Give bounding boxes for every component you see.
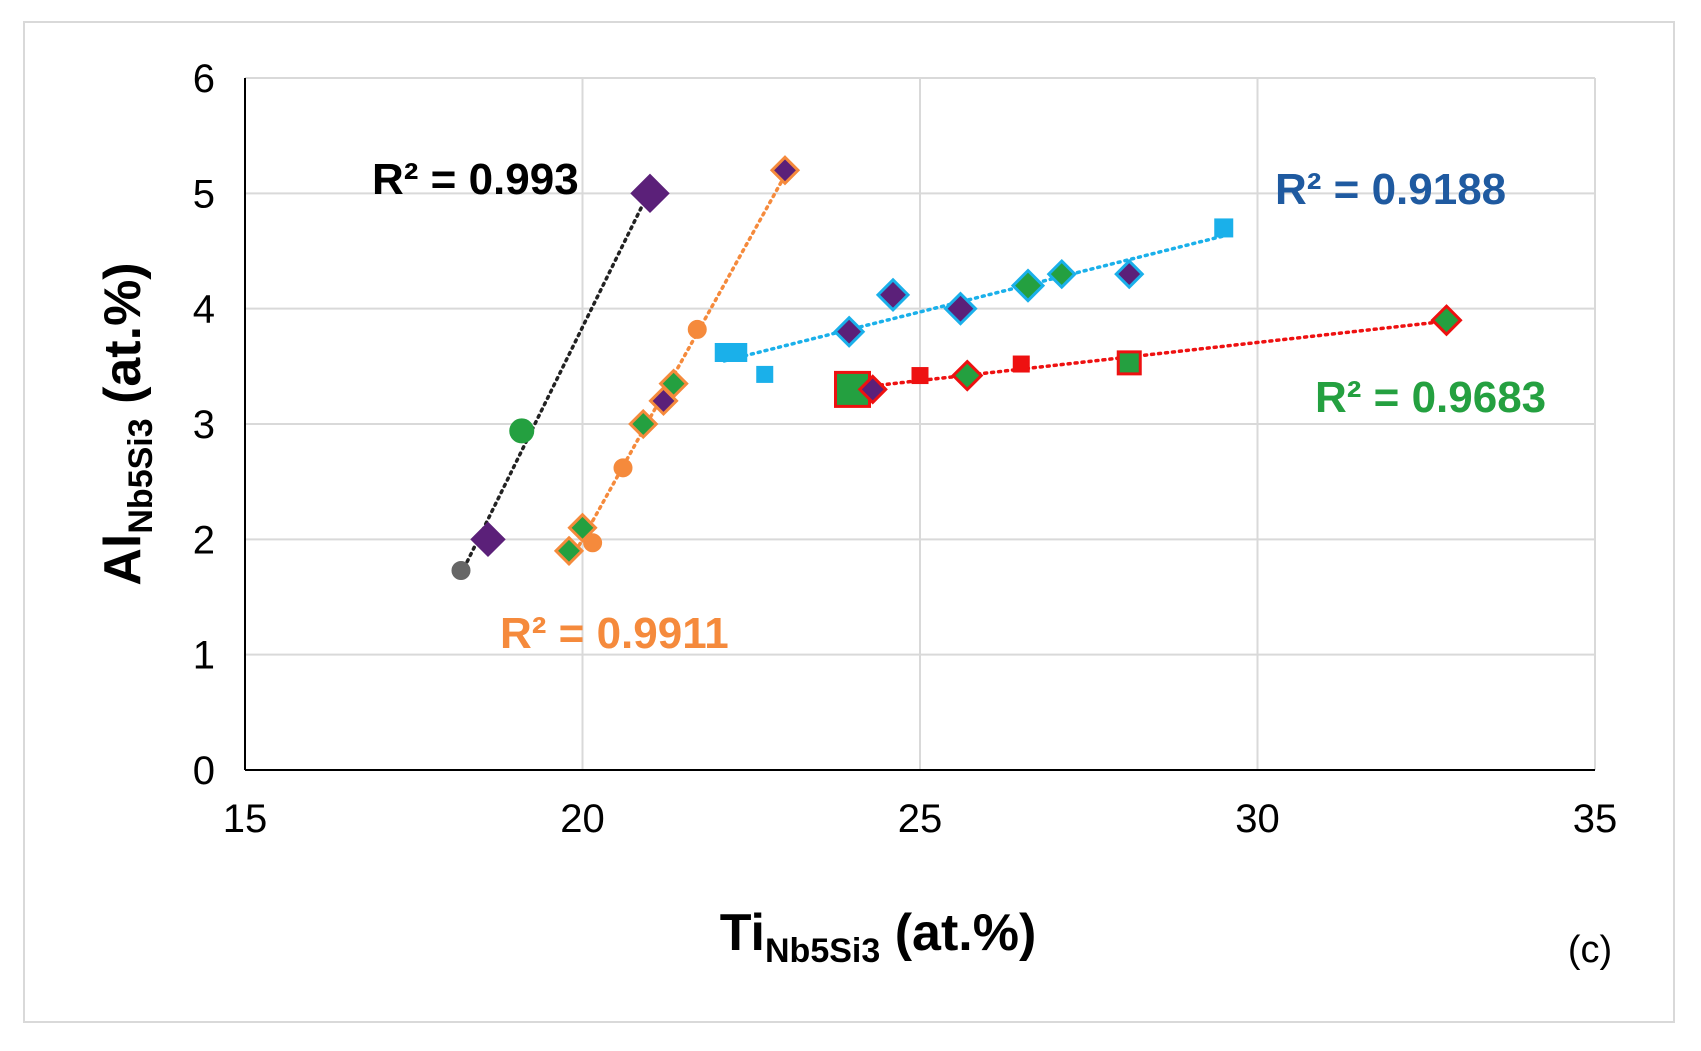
data-point: [728, 342, 748, 362]
y-tick-label: 4: [193, 288, 215, 332]
trendline-black-trend-group: [459, 188, 652, 576]
r2-label-orange-trend-group: R² = 0.9911: [500, 609, 729, 658]
x-tick-label: 35: [1573, 797, 1618, 841]
data-point: [687, 319, 707, 339]
r2-label-black-trend-group: R² = 0.993: [372, 155, 579, 204]
y-tick-label: 0: [193, 749, 215, 793]
panel-label: (c): [1568, 929, 1612, 971]
trendline-cyan-trend-group: [722, 234, 1226, 363]
r2-labels: R² = 0.993 R² = 0.9911 R² = 0.9188 R² = 0.9…: [372, 155, 1546, 658]
trendlines: [459, 173, 1449, 576]
x-tick-label: 20: [560, 797, 605, 841]
r2-label-red-trend-group: R² = 0.9683: [1315, 373, 1546, 422]
y-tick-labels: 0 1 2 3 4 5 6: [193, 57, 215, 793]
y-tick-label: 3: [193, 403, 215, 447]
grid: [245, 77, 1596, 770]
y-tick-label: 5: [193, 172, 215, 216]
data-point: [769, 155, 801, 186]
x-tick-label: 15: [223, 797, 268, 841]
trendline-orange-trend-group: [567, 173, 787, 566]
data-point: [630, 173, 670, 214]
data-point: [658, 368, 689, 399]
data-point: [1114, 258, 1145, 290]
y-tick-label: 2: [193, 518, 215, 562]
data-point: [509, 418, 535, 444]
y-tick-label: 6: [193, 57, 215, 101]
data-point: [1046, 258, 1077, 290]
data-point: [451, 560, 471, 580]
data-point: [1430, 304, 1463, 337]
axes: [244, 78, 1595, 771]
data-point: [911, 367, 929, 385]
data-point: [1010, 268, 1046, 303]
data-point: [613, 458, 633, 478]
r2-label-cyan-trend-group: R² = 0.9188: [1275, 165, 1506, 214]
data-point: [857, 374, 888, 405]
x-tick-labels: 15 20 25 30 35: [223, 797, 1618, 841]
data-point: [1214, 218, 1234, 238]
y-axis-title: AlNb5Si3 (at.%): [94, 262, 160, 585]
data-point: [951, 359, 984, 392]
x-tick-label: 25: [898, 797, 943, 841]
data-point: [628, 408, 659, 440]
data-points: [451, 155, 1463, 580]
data-point: [553, 535, 585, 566]
data-point: [583, 533, 603, 553]
data-point: [1012, 355, 1030, 373]
data-point: [1116, 350, 1142, 376]
x-tick-label: 30: [1235, 797, 1280, 841]
data-point: [833, 315, 866, 348]
y-tick-label: 1: [193, 634, 215, 678]
data-point: [756, 365, 774, 383]
x-axis-title: TiNb5Si3 (at.%): [720, 904, 1037, 970]
data-point: [470, 521, 506, 558]
data-point: [943, 291, 978, 326]
data-point: [875, 277, 911, 312]
outer-frame: [23, 21, 1675, 1023]
trendline-red-trend-group: [850, 319, 1449, 390]
